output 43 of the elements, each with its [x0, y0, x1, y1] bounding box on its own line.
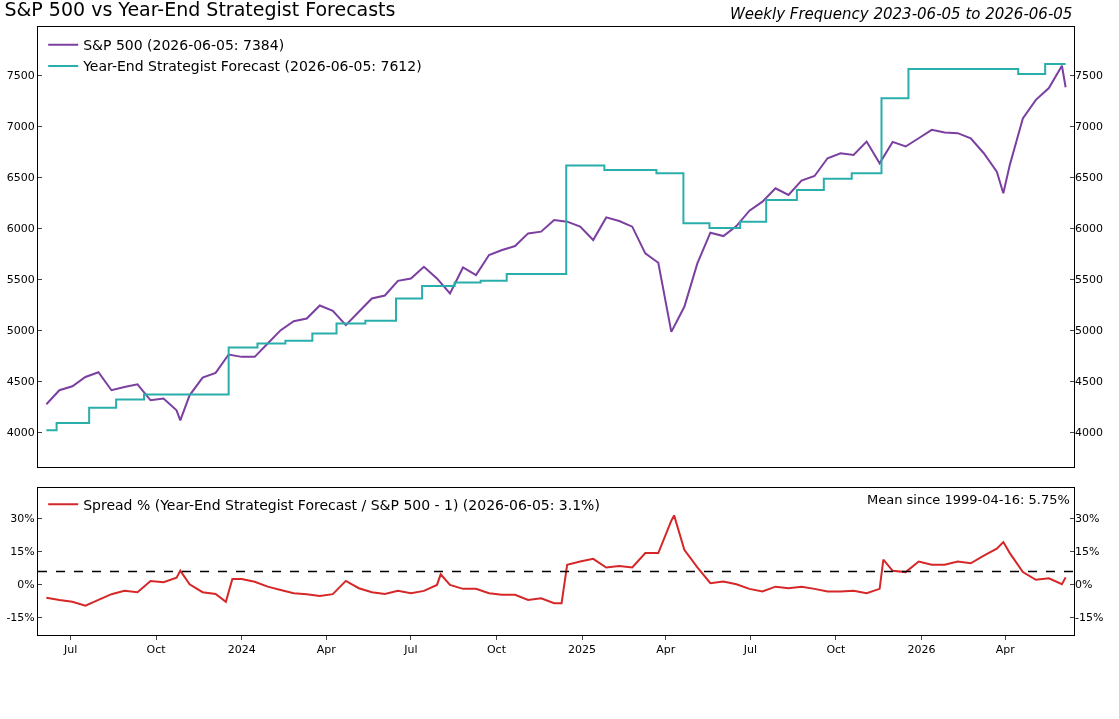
x-tick-label: Jul [403, 643, 418, 657]
x-tick-label: Apr [316, 643, 337, 657]
line-series [45, 514, 1067, 607]
x-tick-label: Jul [742, 643, 758, 657]
y2-tick-label: 7000 [1075, 120, 1103, 134]
x-tick-label: Apr [656, 643, 676, 657]
y2-tick-label: 15% [1075, 544, 1100, 558]
y-tick-label: 4000 [6, 426, 35, 440]
legend-label: Year-End Strategist Forecast (2026-06-05: 7612) [82, 58, 422, 75]
x-tick-label: 2025 [568, 643, 597, 657]
y2-tick-label: 5500 [1075, 273, 1103, 287]
ref-line-label: Mean since 1999-04-16: 5.75% [867, 492, 1070, 507]
y2-tick-label: 4000 [1075, 426, 1103, 440]
y2-tick-label: 5000 [1075, 324, 1103, 338]
y2-tick-label: 30% [1075, 511, 1100, 525]
y-tick-label: 7500 [6, 69, 35, 83]
y2-tick-label: 7500 [1075, 69, 1103, 83]
text: Weekly Frequency 2023-06-05 to 2026-06-05 [730, 5, 1073, 23]
x-tick-label: 2026 [907, 643, 936, 657]
x-tick-label: Jul [62, 643, 78, 657]
x-tick-label: Oct [486, 643, 507, 657]
y2-tick-label: 0% [1075, 578, 1093, 592]
x-tick-label: Oct [146, 643, 167, 657]
y-tick-label: 0% [17, 578, 35, 592]
y-tick-label: 5500 [6, 273, 35, 287]
x-tick-label: Oct [826, 643, 847, 657]
legend-label: S&P 500 (2026-06-05: 7384) [83, 37, 285, 54]
y-tick-label: 4500 [6, 375, 35, 389]
y-tick-label: 30% [10, 511, 35, 525]
y2-tick-label: 6000 [1075, 222, 1103, 236]
y-tick-label: -15% [6, 611, 35, 625]
y-tick-label: 6500 [6, 171, 35, 185]
y2-tick-label: 4500 [1075, 375, 1103, 389]
y2-tick-label: 6500 [1075, 171, 1103, 185]
y-tick-label: 15% [10, 544, 35, 558]
y-tick-label: 6000 [6, 222, 35, 236]
chart-title: S&P 500 vs Year-End Strategist Forecasts [4, 0, 396, 20]
y-tick-label: 7000 [6, 120, 35, 134]
y-tick-label: 5000 [6, 324, 35, 338]
y2-tick-label: -15% [1075, 611, 1104, 625]
legend-label: Spread % (Year-End Strategist Forecast / S&P 500 - 1) (2026-06-05: 3.1%) [83, 496, 600, 513]
x-tick-label: Apr [995, 643, 1016, 657]
x-tick-label: 2024 [227, 643, 256, 657]
